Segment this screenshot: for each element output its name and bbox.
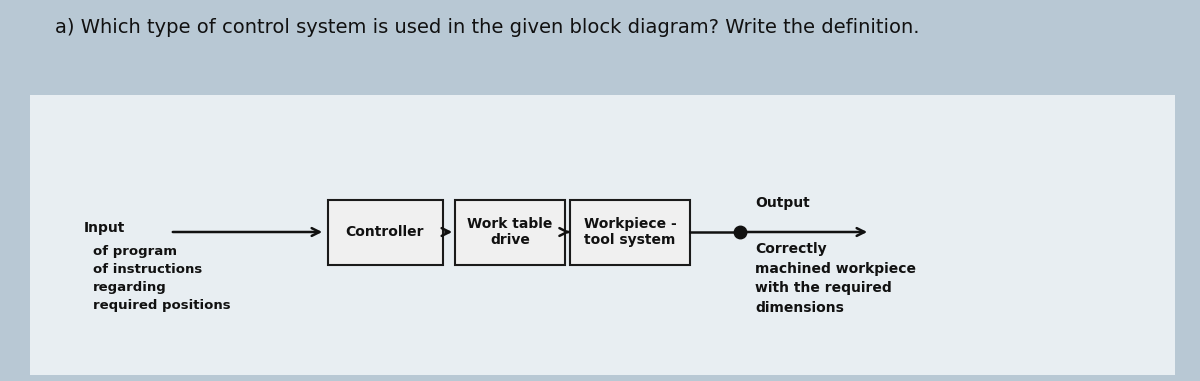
Bar (455, 200, 565, 264)
Text: a) Which type of control system is used in the given block diagram? Write the de: a) Which type of control system is used … (55, 18, 919, 37)
Bar (570, 200, 690, 264)
Text: Output: Output (755, 196, 810, 210)
Text: Work table
drive: Work table drive (467, 217, 553, 247)
Text: Workpiece -
tool system: Workpiece - tool system (583, 217, 677, 247)
Bar (30, 95, 1175, 375)
Bar (328, 200, 443, 264)
Text: Correctly
machined workpiece
with the required
dimensions: Correctly machined workpiece with the re… (755, 242, 916, 314)
Text: Input: Input (84, 221, 125, 235)
Text: of program
of instructions
regarding
required positions: of program of instructions regarding req… (94, 245, 230, 312)
Text: Controller: Controller (346, 225, 425, 239)
